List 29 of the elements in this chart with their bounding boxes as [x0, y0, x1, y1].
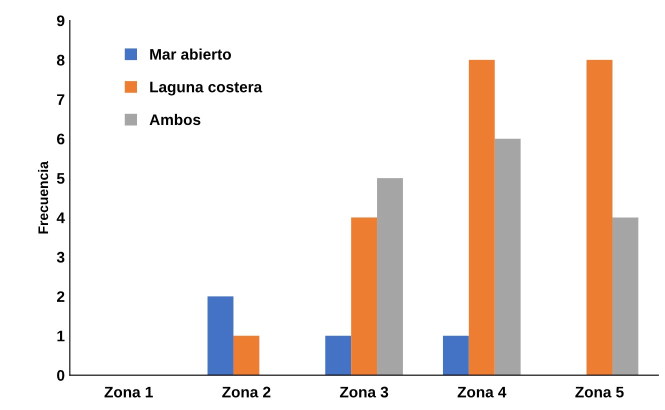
- y-tick-label: 0: [57, 370, 64, 381]
- bar: [586, 60, 612, 376]
- x-tick-label: Zona 4: [458, 386, 506, 398]
- bar: [612, 218, 638, 376]
- y-tick-label: 4: [56, 212, 65, 224]
- bar: [442, 336, 469, 376]
- bar: [351, 218, 378, 376]
- y-tick-label: 2: [57, 291, 64, 302]
- bar: [468, 60, 495, 376]
- y-axis-title: Frecuencia: [38, 161, 48, 234]
- x-tick-label: Zona 1: [104, 386, 153, 398]
- y-tick-label: 9: [57, 15, 64, 26]
- x-tick-label: Zona 3: [340, 386, 388, 398]
- bar: [233, 336, 260, 376]
- bar: [494, 138, 521, 376]
- legend-label: Laguna costera: [150, 82, 262, 96]
- bar: [377, 178, 403, 376]
- bar: [208, 296, 234, 376]
- legend-label: Ambos: [150, 114, 200, 126]
- bar: [325, 336, 352, 376]
- y-tick-label: 7: [57, 94, 64, 105]
- y-tick-label: 1: [57, 330, 65, 342]
- y-tick-label: 8: [56, 54, 64, 66]
- x-tick-label: Zona 5: [575, 386, 624, 398]
- y-tick-label: 5: [56, 173, 65, 184]
- legend-label: Mar abierto: [150, 48, 231, 60]
- x-tick-label: Zona 2: [222, 386, 270, 398]
- y-tick-label: 6: [57, 134, 64, 144]
- y-tick-label: 3: [56, 252, 64, 263]
